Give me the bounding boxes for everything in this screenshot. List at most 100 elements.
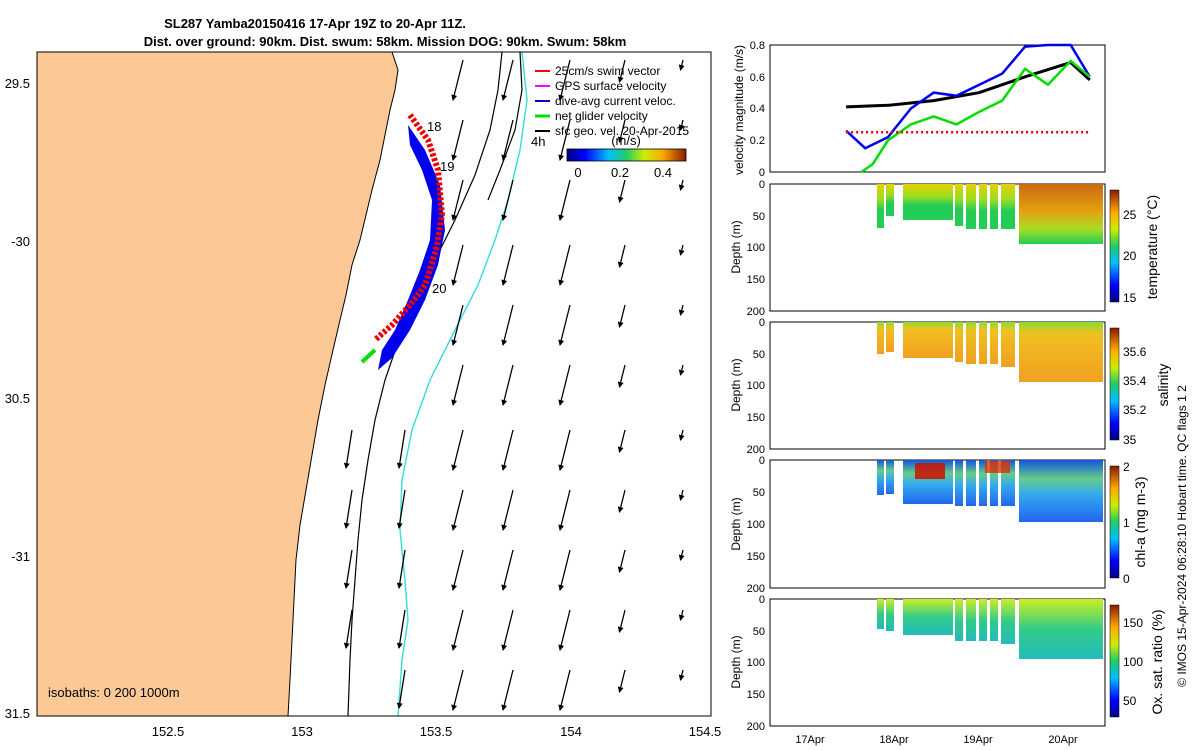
current-vector-arrow <box>501 609 514 651</box>
profile-fill <box>955 184 963 226</box>
profile-fill <box>1019 460 1103 522</box>
current-vector-arrow <box>558 549 571 591</box>
profile-fill <box>886 184 894 216</box>
current-vector-arrow <box>678 59 685 71</box>
current-vector-arrow <box>396 549 406 589</box>
current-vector-arrow <box>451 609 464 651</box>
depth-tick: 150 <box>747 689 765 701</box>
depth-tick: 0 <box>759 317 765 329</box>
colorbar-label: temperature (°C) <box>1144 195 1160 299</box>
profile-fill <box>966 322 976 364</box>
current-vector-arrow <box>617 244 626 268</box>
day-label-20: 20 <box>432 281 446 296</box>
current-vector-arrow <box>343 549 353 589</box>
colorbar-gradient <box>566 148 687 162</box>
colorbar-tick: 50 <box>1123 694 1137 708</box>
profile-fill <box>886 322 894 352</box>
profile-fill <box>979 599 987 641</box>
depth-tick: 200 <box>747 444 765 456</box>
profile-fill <box>903 599 953 635</box>
profile-fill <box>990 460 998 506</box>
current-vector-arrow <box>501 429 514 471</box>
profile-fill <box>1019 322 1103 382</box>
time-tick: 18Apr <box>879 734 909 746</box>
profile-fill <box>1019 184 1103 244</box>
velocity-frame <box>769 44 1106 173</box>
chla-panel: 2 1 0 chl-a (mg m-3) Depth (m) 0 50 100 … <box>729 455 1148 595</box>
depth-ylabel: Depth (m) <box>729 497 743 550</box>
current-vector-arrow <box>501 364 514 406</box>
velocity-ytick: 0.8 <box>750 40 765 52</box>
profile-fill <box>903 322 953 358</box>
legend-label: sfc geo. vel. 20-Apr-2015 <box>555 124 689 138</box>
profile-fill <box>979 322 987 364</box>
current-vector-arrow <box>451 489 464 531</box>
profile-fill <box>1001 322 1015 367</box>
depth-tick: 200 <box>747 306 765 318</box>
current-vector-arrow <box>343 489 353 529</box>
current-vector-arrow <box>617 59 626 83</box>
current-vector-arrow <box>678 669 685 681</box>
current-vector-arrow <box>617 304 626 328</box>
current-vector-arrow <box>678 304 685 316</box>
lat-tick: -31 <box>11 549 30 564</box>
current-vector-arrow <box>678 609 685 621</box>
colorbar-unit: (m/s) <box>611 133 641 148</box>
current-vector-arrow <box>451 364 464 406</box>
time-tick: 19Apr <box>963 734 993 746</box>
time-tick: 17Apr <box>795 734 825 746</box>
current-vector-arrow <box>451 244 464 286</box>
current-vector-arrow <box>558 364 571 406</box>
lon-tick: 153.5 <box>420 724 453 739</box>
current-vector-arrow <box>501 59 514 101</box>
current-vector-arrow <box>678 364 685 376</box>
profile-fill <box>877 322 884 354</box>
track-green <box>360 348 377 364</box>
current-vector-arrow <box>451 179 464 221</box>
velocity-ylabel: velocity magnitude (m/s) <box>732 45 746 175</box>
current-vector-arrow <box>396 669 406 709</box>
current-vector-arrow <box>558 489 571 531</box>
current-vector-arrow <box>558 304 571 346</box>
track-red <box>373 113 446 343</box>
current-vector-arrow <box>678 244 685 256</box>
map-panel: 18 19 20 4h isobaths: 0 200 1000m 29.5 -… <box>5 51 721 739</box>
profile-fill <box>955 322 963 362</box>
colorbar-tick: 2 <box>1123 460 1130 474</box>
current-vector-arrow <box>396 429 406 469</box>
profile-fill <box>877 460 884 495</box>
lat-tick: -30 <box>11 234 30 249</box>
depth-tick: 50 <box>753 211 765 223</box>
depth-tick: 100 <box>747 380 765 392</box>
profile-fill <box>979 184 987 229</box>
day-label-19: 19 <box>440 159 454 174</box>
depth-ylabel: Depth (m) <box>729 220 743 273</box>
colorbar-tick: 0.2 <box>611 165 629 180</box>
current-vector-arrow <box>617 549 626 573</box>
colorbar-label: chl-a (mg m-3) <box>1132 476 1148 567</box>
current-vector-arrow <box>678 549 685 561</box>
speed-colorbar: (m/s) 0 0.2 0.4 <box>566 133 687 180</box>
colorbar-tick: 15 <box>1123 291 1137 305</box>
depth-tick: 150 <box>747 551 765 563</box>
depth-tick: 200 <box>747 583 765 595</box>
lon-tick: 152.5 <box>152 724 185 739</box>
velocity-series <box>845 43 1091 174</box>
lat-tick: 30.5 <box>5 391 30 406</box>
isobath-200-b <box>487 51 523 201</box>
velocity-ytick: 0.4 <box>750 103 765 115</box>
colorbar-tick: 35 <box>1123 433 1137 447</box>
velocity-ytick: 0.6 <box>750 72 765 84</box>
track-blue <box>378 125 445 370</box>
current-vector-arrow <box>501 179 514 221</box>
colorbar <box>1109 189 1120 303</box>
title-line-1: SL287 Yamba20150416 17-Apr 19Z to 20-Apr… <box>164 16 466 31</box>
colorbar-tick: 35.4 <box>1123 374 1147 388</box>
profile-fill <box>1001 184 1015 229</box>
current-vector-arrow <box>343 429 353 469</box>
profile-fill <box>955 460 963 506</box>
legend-label: GPS surface velocity <box>555 79 666 93</box>
depth-tick: 100 <box>747 242 765 254</box>
chl-max-patch <box>915 463 945 479</box>
